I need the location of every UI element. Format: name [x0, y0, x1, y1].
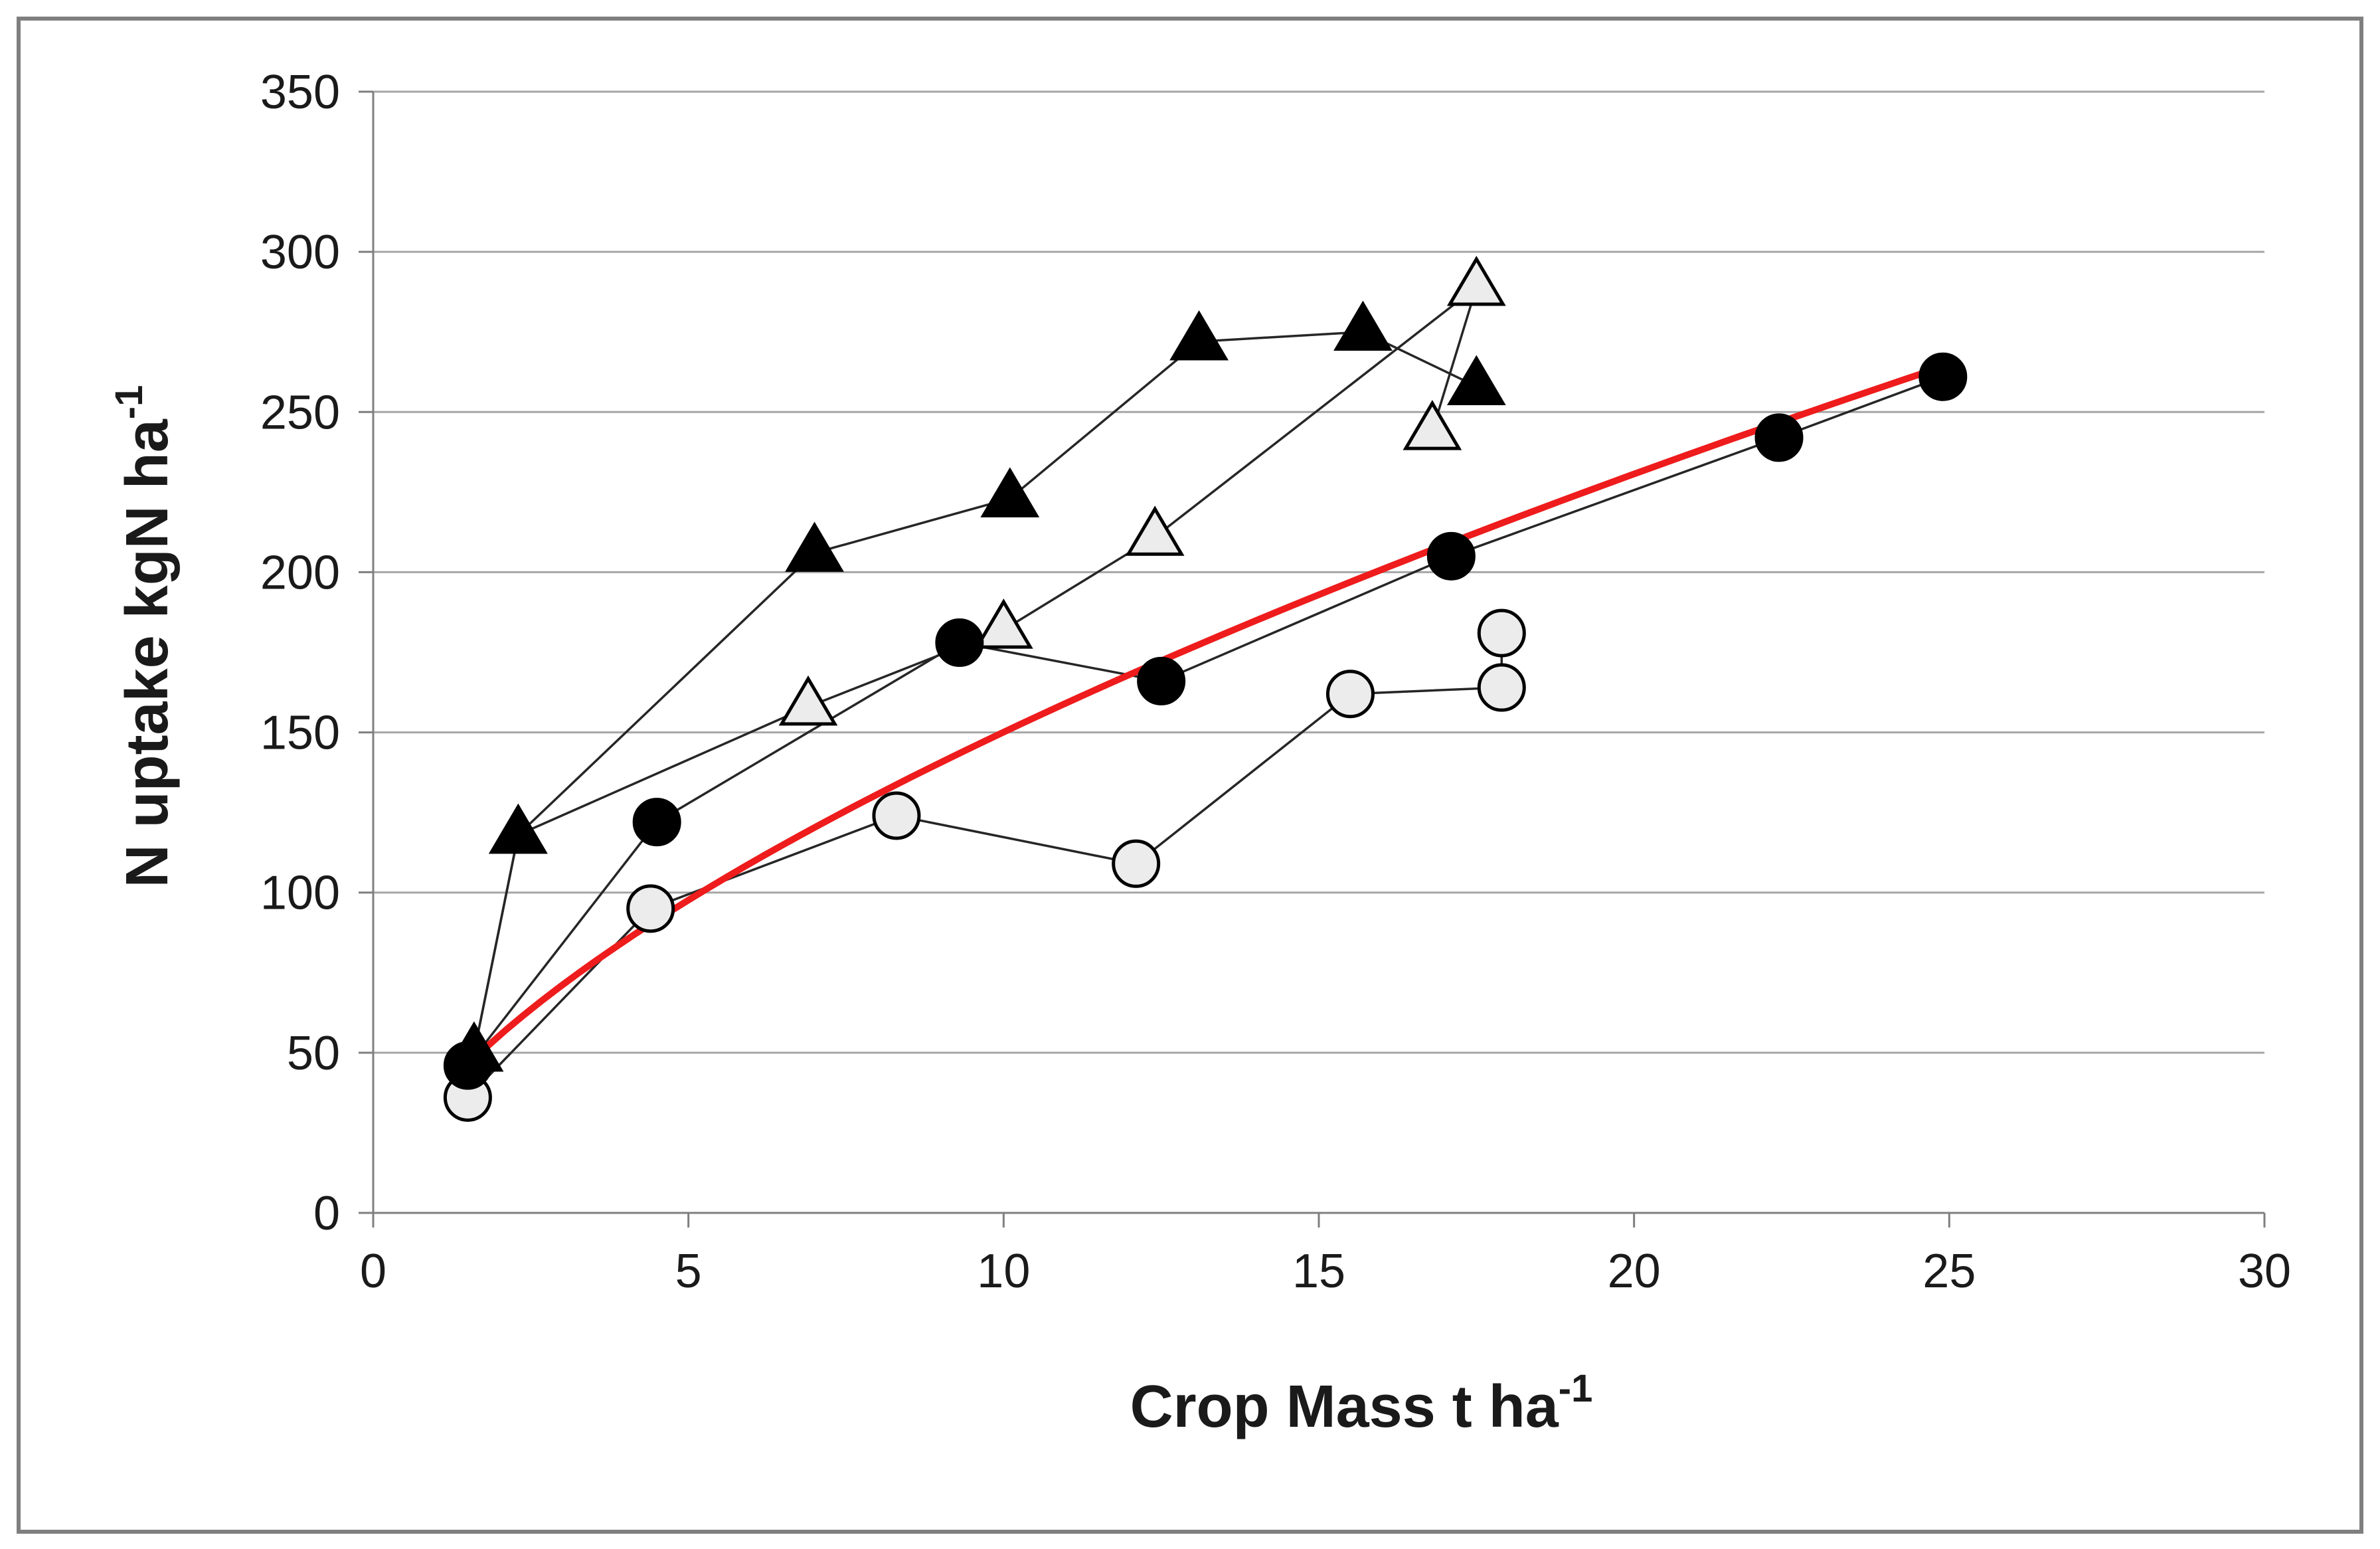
filled-triangles-point-3	[980, 467, 1040, 517]
x-tick-label: 30	[2238, 1245, 2291, 1298]
trendline-layer	[464, 363, 1946, 1068]
x-tick-label: 15	[1292, 1245, 1345, 1298]
y-tick-label: 150	[260, 707, 340, 760]
axes	[359, 90, 2266, 1228]
x-tick-label: 20	[1608, 1245, 1661, 1298]
x-axis-title-text: Crop Mass t ha	[1130, 1374, 1559, 1440]
open-circles-point-5	[1477, 663, 1526, 712]
filled-circles-point-2	[935, 618, 984, 668]
x-axis-title: Crop Mass t ha-1	[1130, 1367, 1593, 1440]
y-axis-title-text: N uptake kgN ha	[114, 418, 181, 887]
filled-triangles-point-4	[1169, 310, 1229, 361]
filled-triangles-point-2	[785, 521, 844, 572]
y-tick-label: 100	[260, 867, 340, 920]
open-triangles-point-6	[1402, 400, 1462, 450]
y-tick-label: 350	[260, 66, 340, 119]
x-tick-label: 10	[977, 1245, 1030, 1298]
y-tick-label: 50	[287, 1027, 340, 1080]
y-tick-label: 250	[260, 386, 340, 439]
filled-triangles-point-5	[1333, 300, 1393, 351]
filled-circles-point-0	[443, 1041, 492, 1090]
open-triangles-point-2	[778, 675, 838, 726]
open-circles-point-2	[872, 791, 921, 840]
chart-frame	[17, 17, 2363, 1534]
x-tick-label: 25	[1922, 1245, 1976, 1298]
filled-circles-point-6	[1918, 352, 1968, 401]
open-circles-point-6	[1477, 608, 1526, 658]
filled-circles-point-3	[1137, 656, 1186, 705]
x-tick-label: 0	[360, 1245, 386, 1298]
open-triangles-point-3	[974, 598, 1033, 649]
open-circles-point-1	[626, 884, 675, 933]
open-triangles-point-5	[1446, 256, 1506, 306]
x-axis-title-sup: -1	[1559, 1367, 1593, 1410]
open-circles-point-3	[1112, 839, 1161, 888]
filled-circles-point-4	[1426, 531, 1476, 581]
filled-triangles-point-1	[488, 803, 548, 854]
filled-triangles-point-6	[1446, 355, 1506, 406]
x-tick-label: 5	[675, 1245, 702, 1298]
y-axis-title-sup: -1	[108, 385, 151, 420]
trendline-power-fit	[464, 363, 1946, 1068]
filled-circles-point-1	[632, 798, 681, 847]
y-tick-label: 0	[313, 1187, 340, 1240]
y-tick-label: 200	[260, 546, 340, 599]
open-triangles-point-4	[1125, 505, 1185, 556]
y-tick-label: 300	[260, 226, 340, 279]
filled-circles-point-5	[1754, 413, 1804, 462]
tick-labels: 0 50 100 150 200 250 300 350 0 5 10 15 20 25 30	[260, 66, 2291, 1298]
series-markers	[443, 256, 1968, 1122]
y-axis-title: N uptake kgN ha-1	[108, 385, 181, 888]
gridlines	[373, 90, 2264, 1054]
open-circles-point-4	[1325, 670, 1375, 719]
